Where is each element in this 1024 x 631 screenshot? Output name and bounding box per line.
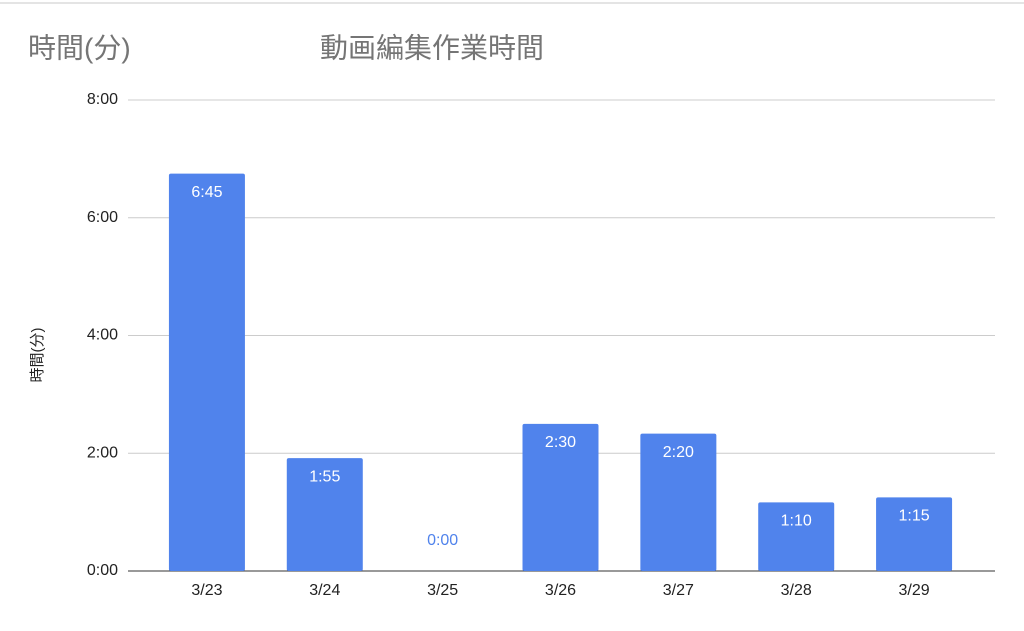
- corner-label: 時間(分): [28, 32, 131, 63]
- data-label: 1:55: [309, 468, 340, 485]
- bar: [522, 423, 599, 571]
- data-label: 0:00: [427, 532, 458, 549]
- x-tick-label: 3/23: [191, 582, 222, 599]
- x-tick-label: 3/26: [545, 582, 576, 599]
- bar: [640, 433, 717, 571]
- y-tick-label: 4:00: [87, 327, 118, 344]
- x-tick-label: 3/24: [309, 582, 340, 599]
- y-tick-label: 8:00: [87, 91, 118, 108]
- bar: [286, 458, 363, 571]
- data-label: 1:15: [899, 508, 930, 525]
- data-label: 1:10: [781, 513, 812, 530]
- y-tick-label: 0:00: [87, 562, 118, 579]
- data-label: 2:30: [545, 434, 576, 451]
- bar: [876, 497, 953, 571]
- y-tick-label: 6:00: [87, 209, 118, 226]
- y-tick-label: 2:00: [87, 444, 118, 461]
- x-tick-label: 3/29: [899, 582, 930, 599]
- data-label: 6:45: [191, 184, 222, 201]
- x-tick-label: 3/27: [663, 582, 694, 599]
- y-axis-label: 時間(分): [29, 328, 46, 383]
- bar: [168, 173, 245, 571]
- x-tick-label: 3/28: [781, 582, 812, 599]
- x-tick-label: 3/25: [427, 582, 458, 599]
- bar: [758, 502, 835, 571]
- data-label: 2:20: [663, 444, 694, 461]
- chart-title: 動画編集作業時間: [320, 32, 544, 63]
